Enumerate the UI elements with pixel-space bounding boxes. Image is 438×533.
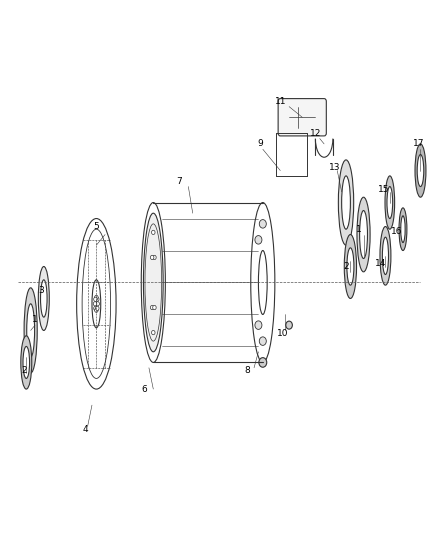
Text: 11: 11 [275,97,286,106]
Text: 2: 2 [21,366,27,375]
Circle shape [95,295,98,300]
Text: 6: 6 [141,385,148,393]
Text: 1: 1 [356,225,362,233]
Circle shape [95,306,99,310]
Text: 15: 15 [378,185,389,193]
Ellipse shape [286,321,293,329]
Ellipse shape [347,248,354,285]
Circle shape [94,297,97,302]
Ellipse shape [385,176,395,229]
Ellipse shape [399,208,407,251]
Circle shape [153,305,156,310]
Circle shape [96,302,99,306]
Ellipse shape [401,216,405,243]
Circle shape [94,306,97,310]
Ellipse shape [259,358,267,367]
Circle shape [259,220,266,228]
Text: 8: 8 [244,366,251,375]
Ellipse shape [344,235,357,298]
Ellipse shape [27,304,35,357]
Circle shape [93,302,97,306]
Ellipse shape [342,176,350,229]
Ellipse shape [143,213,163,352]
Text: 12: 12 [310,129,321,138]
Ellipse shape [39,266,49,330]
Circle shape [95,297,99,302]
Circle shape [153,255,156,260]
Text: 10: 10 [277,329,288,337]
Text: 14: 14 [375,260,387,268]
Text: 4: 4 [83,425,88,433]
Text: 1: 1 [32,316,38,324]
Ellipse shape [23,346,29,378]
Text: 9: 9 [258,140,264,148]
Text: 5: 5 [93,222,99,231]
Ellipse shape [24,288,37,373]
Ellipse shape [380,227,391,285]
Ellipse shape [417,155,424,187]
Ellipse shape [21,336,32,389]
Circle shape [259,337,266,345]
Circle shape [150,255,154,260]
Text: 16: 16 [391,228,402,236]
FancyBboxPatch shape [278,99,326,136]
Text: 17: 17 [413,140,424,148]
Text: 2: 2 [343,262,349,271]
Circle shape [95,308,98,312]
Ellipse shape [357,197,370,272]
Text: 3: 3 [39,286,45,295]
Circle shape [255,321,262,329]
Circle shape [255,236,262,244]
Circle shape [152,230,155,235]
Ellipse shape [382,237,389,274]
Ellipse shape [415,144,426,197]
Circle shape [152,330,155,335]
Ellipse shape [360,211,367,259]
Ellipse shape [338,160,354,245]
Text: 13: 13 [329,164,341,172]
Text: 7: 7 [177,177,183,185]
Ellipse shape [387,187,392,219]
Circle shape [150,305,154,310]
Ellipse shape [41,280,47,317]
